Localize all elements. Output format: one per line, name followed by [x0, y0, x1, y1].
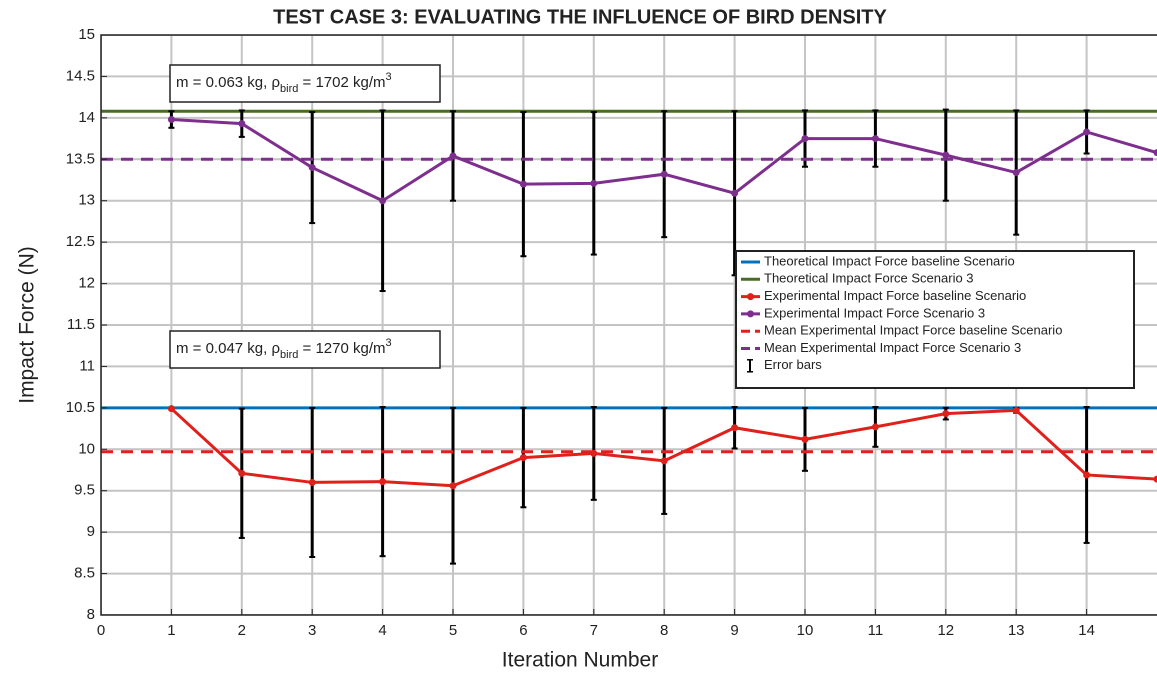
data-point	[167, 116, 175, 124]
data-point	[308, 164, 316, 172]
data-point	[660, 170, 668, 178]
data-point	[1012, 169, 1020, 177]
y-axis-label: Impact Force (N)	[16, 246, 39, 404]
y-tick-label: 9.5	[74, 482, 95, 499]
legend-label: Theoretical Impact Force baseline Scenar…	[764, 253, 1015, 268]
y-tick-label: 8.5	[74, 565, 95, 582]
data-point	[519, 454, 527, 462]
x-tick-label: 13	[1008, 622, 1025, 639]
legend-marker	[747, 293, 754, 301]
annotation-box	[169, 330, 441, 369]
y-tick-label: 11	[79, 357, 95, 374]
y-tick-label: 12.5	[66, 233, 95, 250]
data-point	[519, 180, 527, 188]
annotation-part: = 1702 kg/m	[298, 74, 385, 91]
y-tick-label: 15	[78, 26, 95, 43]
data-point	[731, 189, 739, 197]
legend-label: Experimental Impact Force baseline Scena…	[764, 288, 1026, 303]
annotation-part: 3	[386, 71, 392, 83]
x-tick-label: 8	[660, 622, 668, 639]
legend-label: Mean Experimental Impact Force baseline …	[764, 323, 1062, 338]
x-tick-label: 14	[1078, 622, 1095, 639]
y-tick-label: 9	[87, 523, 95, 540]
annotation-part: 3	[386, 337, 392, 349]
y-tick-label: 8	[87, 606, 95, 623]
data-point	[590, 449, 598, 457]
annotation-part: m = 0.047 kg, ρ	[176, 340, 280, 357]
y-tick-label: 14	[78, 109, 95, 126]
data-point	[379, 197, 387, 205]
legend-label: Mean Experimental Impact Force Scenario …	[764, 340, 1021, 355]
data-point	[1083, 128, 1091, 136]
x-tick-label: 10	[797, 622, 814, 639]
x-tick-label: 12	[937, 622, 954, 639]
annotation-box	[169, 64, 441, 103]
annotation-part: = 1270 kg/m	[298, 340, 385, 357]
x-tick-label: 2	[238, 622, 246, 639]
annotation: m = 0.047 kg, ρbird = 1270 kg/m3	[176, 337, 392, 361]
annotation-part: bird	[280, 349, 298, 361]
y-tick-label: 12	[78, 275, 95, 292]
annotation-part: m = 0.063 kg, ρ	[176, 74, 280, 91]
legend-marker	[747, 310, 754, 318]
data-point	[942, 151, 950, 159]
legend-label: Error bars	[764, 357, 822, 372]
plot-frame	[100, 34, 1157, 616]
y-tick-label: 11.5	[67, 316, 95, 333]
data-point	[238, 469, 246, 477]
data-point	[167, 405, 175, 413]
x-tick-label: 3	[308, 622, 316, 639]
x-tick-label: 11	[868, 622, 884, 639]
x-tick-label: 4	[378, 622, 386, 639]
chart-title: TEST CASE 3: EVALUATING THE INFLUENCE OF…	[273, 6, 887, 28]
x-tick-label: 0	[97, 622, 105, 639]
data-point	[379, 478, 387, 486]
data-point	[801, 435, 809, 443]
data-point	[660, 457, 668, 465]
data-point	[1012, 406, 1020, 414]
data-point	[308, 478, 316, 486]
legend-label: Experimental Impact Force Scenario 3	[764, 305, 985, 320]
data-point	[590, 179, 598, 187]
data-point	[449, 482, 457, 490]
data-point	[731, 424, 739, 432]
y-tick-label: 13.5	[66, 150, 95, 167]
legend-label: Theoretical Impact Force Scenario 3	[764, 271, 974, 286]
data-point	[1083, 471, 1091, 479]
legend-box	[735, 250, 1135, 389]
annotation-part: bird	[280, 83, 298, 95]
x-tick-label: 1	[167, 622, 175, 639]
x-tick-label: 6	[519, 622, 527, 639]
data-point	[942, 410, 950, 418]
x-tick-label: 5	[449, 622, 457, 639]
y-tick-label: 13	[78, 192, 95, 209]
y-tick-label: 10	[78, 440, 95, 457]
data-point	[871, 135, 879, 143]
data-point	[449, 152, 457, 160]
y-tick-label: 10.5	[66, 399, 95, 416]
annotation: m = 0.063 kg, ρbird = 1702 kg/m3	[176, 71, 392, 95]
x-tick-label: 9	[730, 622, 738, 639]
data-point	[801, 135, 809, 143]
x-tick-label: 7	[590, 622, 598, 639]
data-point	[1153, 475, 1157, 483]
data-point	[871, 423, 879, 431]
y-tick-label: 14.5	[66, 67, 95, 84]
x-axis-label: Iteration Number	[502, 649, 658, 672]
data-point	[238, 120, 246, 128]
data-point	[1153, 149, 1157, 157]
